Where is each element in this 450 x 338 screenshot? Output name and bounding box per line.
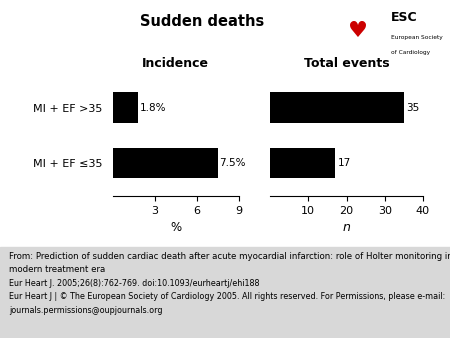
Text: modern treatment era: modern treatment era (9, 265, 105, 274)
Text: ♥: ♥ (348, 21, 369, 41)
X-axis label: %: % (170, 221, 181, 234)
Text: European Society: European Society (391, 35, 443, 40)
Bar (270, 92, 404, 123)
Text: Eur Heart J | © The European Society of Cardiology 2005. All rights reserved. Fo: Eur Heart J | © The European Society of … (9, 292, 445, 301)
X-axis label: n: n (342, 221, 351, 234)
Bar (112, 92, 138, 123)
Text: 35: 35 (406, 102, 419, 113)
Text: From: Prediction of sudden cardiac death after acute myocardial infarction: role: From: Prediction of sudden cardiac death… (9, 252, 450, 261)
Text: Eur Heart J. 2005;26(8):762-769. doi:10.1093/eurheartj/ehi188: Eur Heart J. 2005;26(8):762-769. doi:10.… (9, 279, 260, 288)
Bar (112, 148, 217, 178)
Text: 1.8%: 1.8% (140, 102, 166, 113)
Text: Sudden deaths: Sudden deaths (140, 14, 265, 28)
Text: of Cardiology: of Cardiology (391, 50, 430, 55)
Title: Incidence: Incidence (142, 57, 209, 70)
Text: 17: 17 (338, 158, 351, 168)
Text: journals.permissions@oupjournals.org: journals.permissions@oupjournals.org (9, 306, 162, 315)
Title: Total events: Total events (304, 57, 389, 70)
Bar (270, 148, 335, 178)
Text: ESC: ESC (391, 11, 418, 24)
Text: 7.5%: 7.5% (219, 158, 246, 168)
